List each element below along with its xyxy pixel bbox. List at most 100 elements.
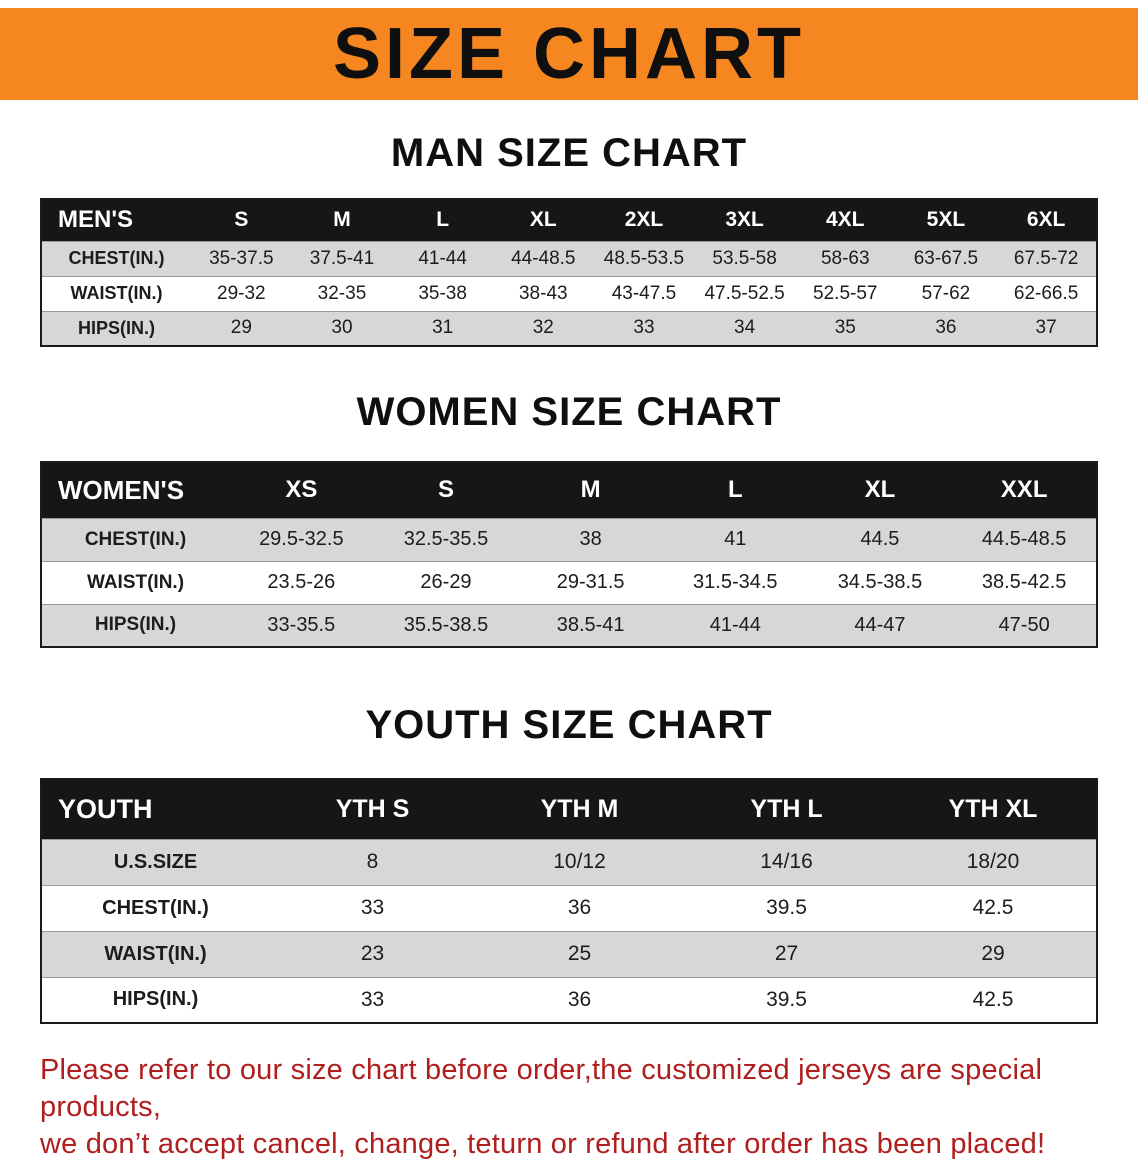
row-label-cell: HIPS(IN.) xyxy=(41,310,191,346)
size-header-cell: 4XL xyxy=(794,199,896,241)
youth-size-table: YOUTH YTH S YTH M YTH L YTH XL U.S.SIZE 8 10/12… xyxy=(40,778,1098,1024)
size-header-cell: YTH XL xyxy=(890,779,1097,839)
content-area: MAN SIZE CHART MEN'S S M L XL 2XL 3XL 4XL 5XL 6XL… xyxy=(40,130,1098,1163)
value-cell: 47-50 xyxy=(952,603,1097,647)
size-header-cell: XL xyxy=(807,462,953,518)
row-label-cell: CHEST(IN.) xyxy=(41,240,191,276)
table-row: HIPS(IN.) 33-35.5 35.5-38.5 38.5-41 41-44 44-… xyxy=(41,603,1097,647)
value-cell: 57-62 xyxy=(895,275,997,311)
size-header-cell: L xyxy=(662,462,808,518)
size-header-cell: S xyxy=(373,462,519,518)
value-cell: 8 xyxy=(269,838,476,885)
table-header-row: MEN'S S M L XL 2XL 3XL 4XL 5XL 6XL xyxy=(41,199,1097,241)
disclaimer-text: Please refer to our size chart before or… xyxy=(40,1052,1098,1163)
value-cell: 41-44 xyxy=(392,240,493,276)
size-header-cell: 3XL xyxy=(694,199,795,241)
value-cell: 25 xyxy=(476,930,683,977)
table-header-row: WOMEN'S XS S M L XL XXL xyxy=(41,462,1097,518)
value-cell: 47.5-52.5 xyxy=(694,275,795,311)
row-label-cell: WAIST(IN.) xyxy=(41,930,269,977)
value-cell: 39.5 xyxy=(683,976,890,1023)
value-cell: 30 xyxy=(291,310,393,346)
value-cell: 44.5-48.5 xyxy=(952,517,1097,561)
value-cell: 23.5-26 xyxy=(229,560,374,604)
value-cell: 33 xyxy=(269,976,476,1023)
value-cell: 33 xyxy=(593,310,695,346)
table-row: WAIST(IN.) 29-32 32-35 35-38 38-43 43-47.5 47.… xyxy=(41,275,1097,311)
men-table-container: MEN'S S M L XL 2XL 3XL 4XL 5XL 6XL CHEST(IN.) 35-37… xyxy=(40,198,1098,347)
value-cell: 31.5-34.5 xyxy=(662,560,808,604)
value-cell: 36 xyxy=(476,884,683,931)
value-cell: 27 xyxy=(683,930,890,977)
value-cell: 34 xyxy=(694,310,795,346)
table-row: HIPS(IN.) 29 30 31 32 33 34 35 36 37 xyxy=(41,310,1097,346)
size-header-cell: 2XL xyxy=(593,199,695,241)
value-cell: 35.5-38.5 xyxy=(373,603,519,647)
size-header-cell: M xyxy=(518,462,663,518)
value-cell: 10/12 xyxy=(476,838,683,885)
value-cell: 43-47.5 xyxy=(593,275,695,311)
table-title-cell: YOUTH xyxy=(41,779,269,839)
value-cell: 29 xyxy=(890,930,1097,977)
value-cell: 41 xyxy=(662,517,808,561)
value-cell: 29-31.5 xyxy=(518,560,663,604)
value-cell: 33-35.5 xyxy=(229,603,374,647)
value-cell: 32-35 xyxy=(291,275,393,311)
value-cell: 14/16 xyxy=(683,838,890,885)
table-header-row: YOUTH YTH S YTH M YTH L YTH XL xyxy=(41,779,1097,839)
size-header-cell: XXL xyxy=(952,462,1097,518)
row-label-cell: HIPS(IN.) xyxy=(41,976,269,1023)
value-cell: 29.5-32.5 xyxy=(229,517,374,561)
women-section-heading: WOMEN SIZE CHART xyxy=(356,390,782,434)
size-header-cell: XS xyxy=(229,462,374,518)
women-size-table: WOMEN'S XS S M L XL XXL CHEST(IN.) 29.5-32.5 32.5… xyxy=(40,461,1098,648)
value-cell: 29-32 xyxy=(191,275,292,311)
value-cell: 41-44 xyxy=(662,603,808,647)
size-header-cell: L xyxy=(392,199,493,241)
size-header-cell: YTH M xyxy=(476,779,683,839)
youth-section-heading: YOUTH SIZE CHART xyxy=(365,703,773,747)
value-cell: 31 xyxy=(392,310,493,346)
value-cell: 38.5-41 xyxy=(518,603,663,647)
table-title-cell: MEN'S xyxy=(41,199,191,241)
table-row: CHEST(IN.) 29.5-32.5 32.5-35.5 38 41 44.5 44.5… xyxy=(41,517,1097,561)
value-cell: 42.5 xyxy=(890,884,1097,931)
value-cell: 38.5-42.5 xyxy=(952,560,1097,604)
value-cell: 23 xyxy=(269,930,476,977)
banner-title: SIZE CHART xyxy=(333,14,805,94)
value-cell: 44-47 xyxy=(807,603,953,647)
youth-table-container: YOUTH YTH S YTH M YTH L YTH XL U.S.SIZE 8 10/12… xyxy=(40,778,1098,1024)
value-cell: 26-29 xyxy=(373,560,519,604)
value-cell: 63-67.5 xyxy=(895,240,997,276)
table-row: HIPS(IN.) 33 36 39.5 42.5 xyxy=(41,976,1097,1023)
table-row: CHEST(IN.) 33 36 39.5 42.5 xyxy=(41,884,1097,931)
value-cell: 33 xyxy=(269,884,476,931)
value-cell: 37.5-41 xyxy=(291,240,393,276)
value-cell: 44-48.5 xyxy=(492,240,594,276)
value-cell: 32 xyxy=(492,310,594,346)
size-header-cell: S xyxy=(191,199,292,241)
size-header-cell: XL xyxy=(492,199,594,241)
value-cell: 29 xyxy=(191,310,292,346)
row-label-cell: U.S.SIZE xyxy=(41,838,269,885)
value-cell: 32.5-35.5 xyxy=(373,517,519,561)
men-section-heading: MAN SIZE CHART xyxy=(390,131,748,175)
size-header-cell: M xyxy=(291,199,393,241)
size-header-cell: YTH L xyxy=(683,779,890,839)
table-row: CHEST(IN.) 35-37.5 37.5-41 41-44 44-48.5 48.5… xyxy=(41,240,1097,276)
men-size-table: MEN'S S M L XL 2XL 3XL 4XL 5XL 6XL CHEST(IN.) 35-37… xyxy=(40,198,1098,347)
value-cell: 67.5-72 xyxy=(996,240,1097,276)
table-row: U.S.SIZE 8 10/12 14/16 18/20 xyxy=(41,838,1097,885)
women-table-container: WOMEN'S XS S M L XL XXL CHEST(IN.) 29.5-32.5 32.5… xyxy=(40,461,1098,648)
value-cell: 34.5-38.5 xyxy=(807,560,953,604)
disclaimer-line-1: Please refer to our size chart before or… xyxy=(40,1054,1043,1123)
value-cell: 58-63 xyxy=(794,240,896,276)
row-label-cell: WAIST(IN.) xyxy=(41,275,191,311)
size-header-cell: 6XL xyxy=(996,199,1097,241)
row-label-cell: CHEST(IN.) xyxy=(41,517,229,561)
row-label-cell: WAIST(IN.) xyxy=(41,560,229,604)
value-cell: 36 xyxy=(476,976,683,1023)
value-cell: 38-43 xyxy=(492,275,594,311)
value-cell: 36 xyxy=(895,310,997,346)
value-cell: 35-37.5 xyxy=(191,240,292,276)
